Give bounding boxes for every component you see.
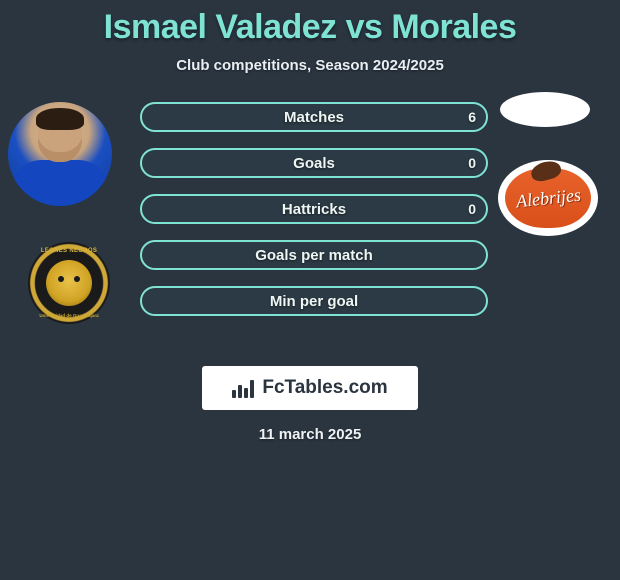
club-right-name: Alebrijes	[515, 184, 582, 212]
stat-right-value: 6	[468, 104, 476, 130]
stat-row: Matches 6	[140, 102, 488, 132]
stats-list: Matches 6 Goals 0 Hattricks 0 Goals per …	[140, 102, 488, 332]
bar-chart-icon	[232, 378, 258, 398]
brand-text: FcTables.com	[262, 377, 387, 399]
stat-row: Goals 0	[140, 148, 488, 178]
player-right-avatar	[500, 92, 590, 127]
stat-label: Min per goal	[270, 293, 358, 310]
club-right-badge: Alebrijes	[505, 168, 591, 228]
stat-row: Min per goal	[140, 286, 488, 316]
date-label: 11 march 2025	[0, 426, 620, 443]
stat-row: Goals per match	[140, 240, 488, 270]
avatar-hair	[36, 108, 84, 130]
alebrije-icon	[529, 160, 563, 184]
stat-label: Goals per match	[255, 247, 373, 264]
stat-right-value: 0	[468, 150, 476, 176]
stat-label: Hattricks	[282, 201, 346, 218]
player-left-avatar	[8, 102, 112, 206]
stat-row: Hattricks 0	[140, 194, 488, 224]
stat-right-value: 0	[468, 196, 476, 222]
page-subtitle: Club competitions, Season 2024/2025	[0, 57, 620, 74]
avatar-jersey	[14, 160, 106, 206]
lion-icon	[46, 260, 92, 306]
club-left-logo: LEONES NEGROS Universidad de Guadalajara	[28, 242, 110, 324]
brand-box[interactable]: FcTables.com	[202, 366, 418, 410]
stat-label: Matches	[284, 109, 344, 126]
club-left-name: LEONES NEGROS	[28, 248, 110, 254]
club-right-logo: Alebrijes	[498, 160, 598, 236]
stat-label: Goals	[293, 155, 335, 172]
page-title: Ismael Valadez vs Morales	[0, 0, 620, 47]
comparison-panel: LEONES NEGROS Universidad de Guadalajara…	[0, 102, 620, 352]
club-left-subname: Universidad de Guadalajara	[28, 313, 110, 318]
